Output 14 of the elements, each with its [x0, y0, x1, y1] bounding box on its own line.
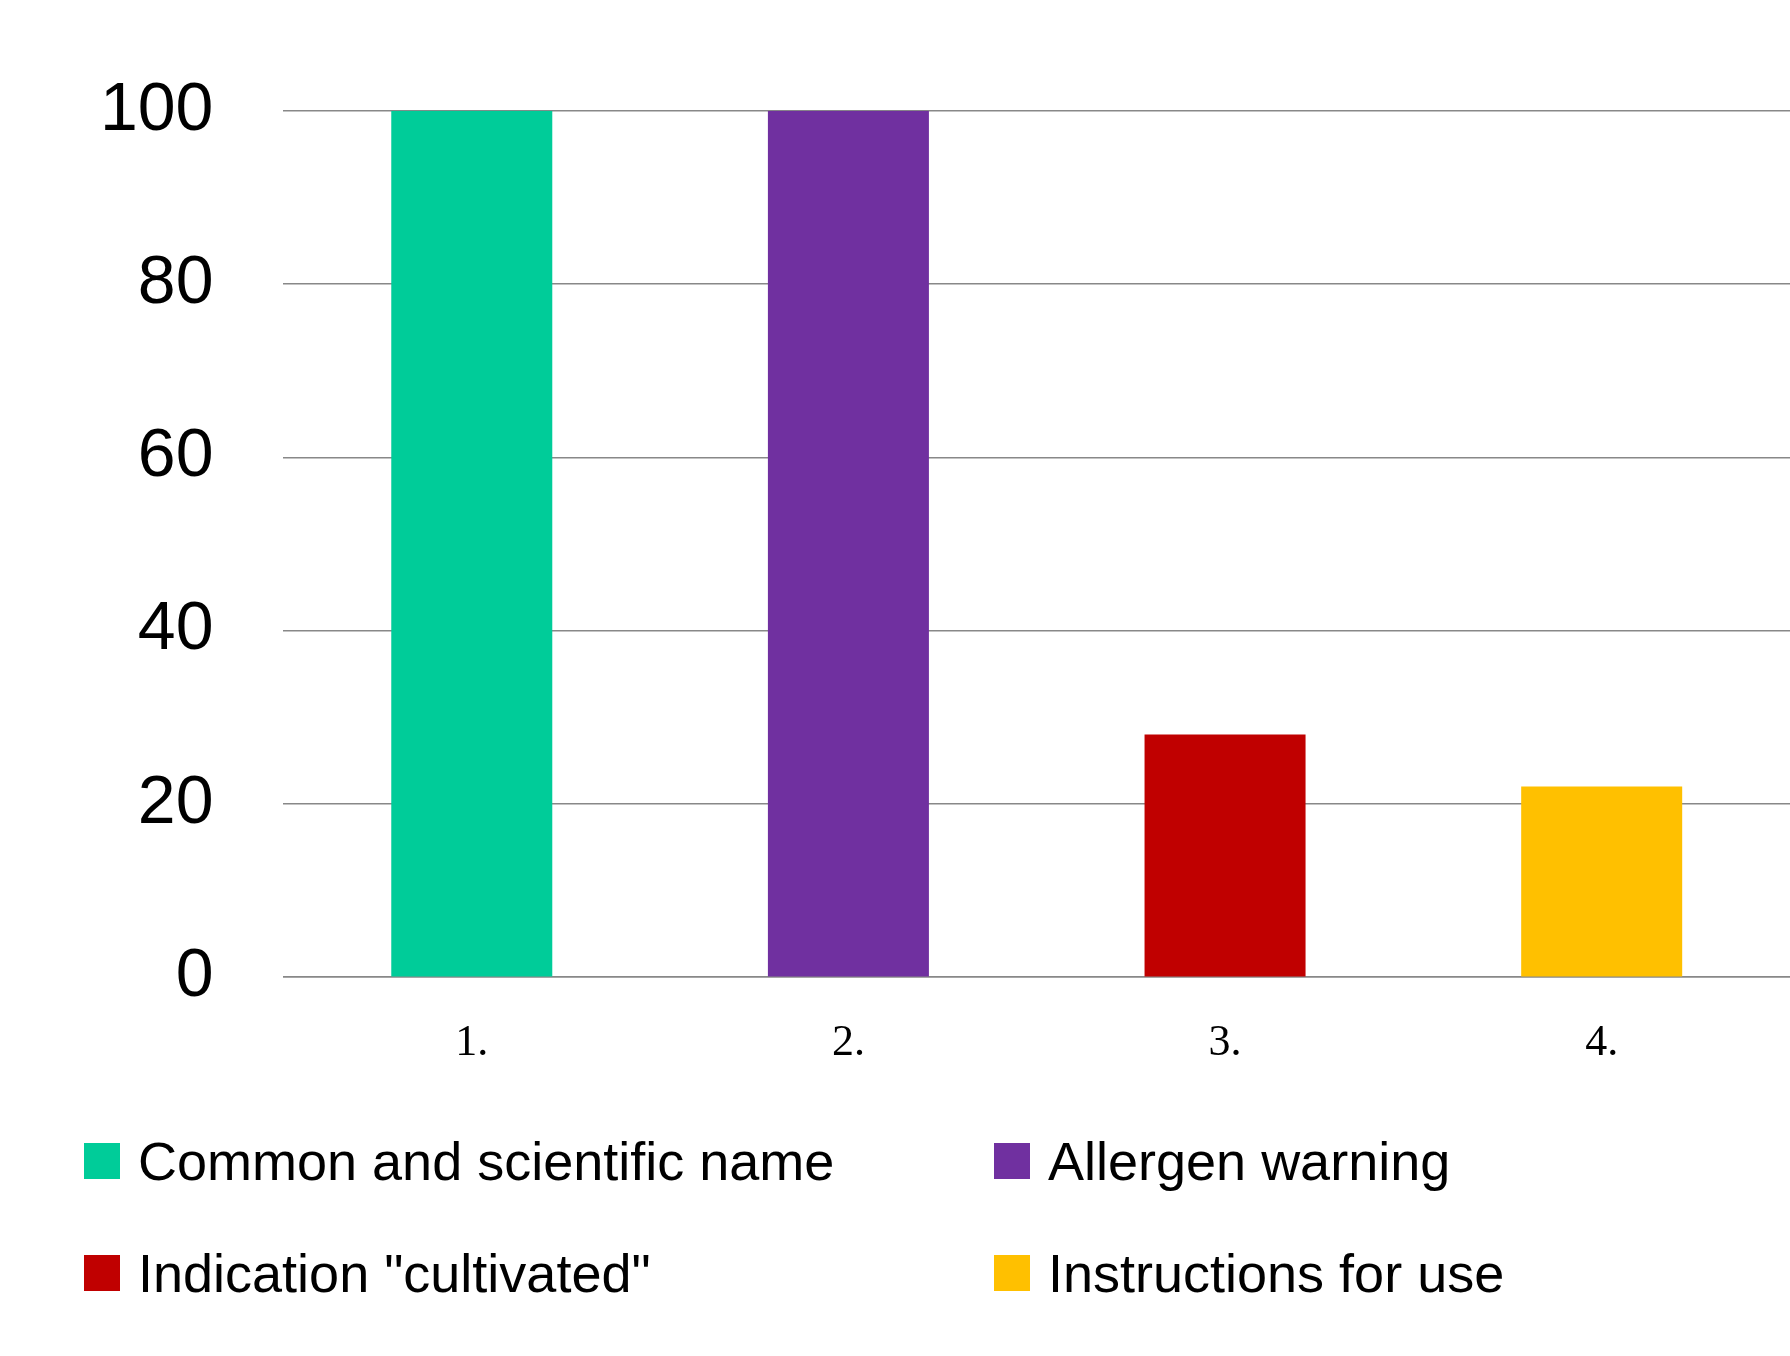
x-tick-label: 4.	[1585, 1016, 1619, 1066]
x-tick-label: 3.	[1208, 1016, 1242, 1066]
y-tick-label: 60	[137, 414, 214, 491]
y-tick-label: 80	[137, 240, 214, 317]
y-tick-label: 20	[137, 760, 214, 837]
legend-label: Instructions for use	[1048, 1242, 1505, 1304]
legend-label: Indication "cultivated"	[138, 1242, 651, 1304]
y-tick-label: 100	[99, 67, 214, 144]
y-tick-label: 0	[175, 933, 214, 1010]
x-tick-label: 2.	[831, 1016, 865, 1066]
legend-label: Allergen warning	[1048, 1130, 1451, 1192]
y-tick-label: 40	[137, 587, 214, 664]
legend-label: Common and scientific name	[138, 1130, 835, 1192]
x-tick-label: 1.	[455, 1016, 489, 1066]
